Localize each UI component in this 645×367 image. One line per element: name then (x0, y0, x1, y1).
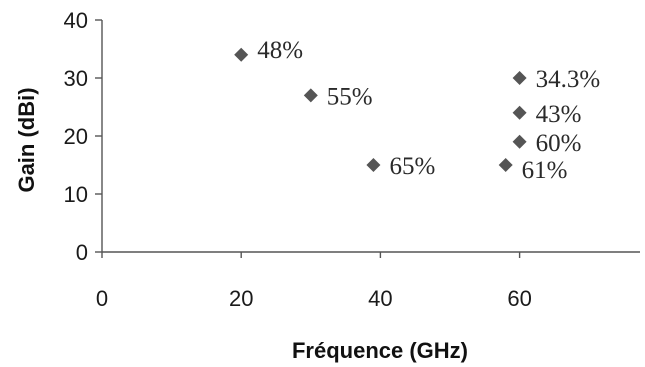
data-point-marker (512, 134, 527, 149)
data-point-marker (498, 158, 513, 172)
data-point-label: 55% (327, 83, 373, 110)
y-axis: 0 10 20 30 40 (64, 8, 103, 265)
y-axis-title: Gain (dBi) (14, 87, 39, 192)
y-tick-label: 20 (64, 124, 88, 149)
x-tick-label: 40 (368, 286, 392, 311)
data-point-marker (512, 71, 527, 85)
data-point-label: 48% (257, 37, 303, 64)
x-tick-label: 0 (96, 286, 108, 311)
x-tick-label: 60 (507, 286, 531, 311)
y-tick-label: 30 (64, 66, 88, 91)
data-point-marker (512, 105, 527, 120)
y-tick-label: 40 (64, 8, 88, 33)
data-point-marker (366, 158, 381, 172)
data-points: 48% 55% 65% 61% 34.3% 43%60% (234, 37, 600, 184)
data-point-label: 65% (389, 153, 435, 180)
data-point-marker (303, 88, 318, 103)
y-tick-label: 10 (64, 182, 88, 207)
x-axis-title: Fréquence (GHz) (292, 338, 468, 363)
data-point-label: 61% (522, 157, 568, 184)
data-point-label: 43% (536, 101, 582, 128)
x-axis: 0 20 40 60 (96, 251, 640, 311)
data-point-label: 34.3% (536, 66, 601, 93)
y-tick-label: 0 (76, 240, 88, 265)
x-tick-label: 20 (229, 286, 253, 311)
data-point-label: 60% (536, 130, 582, 157)
data-point-marker (234, 47, 249, 62)
